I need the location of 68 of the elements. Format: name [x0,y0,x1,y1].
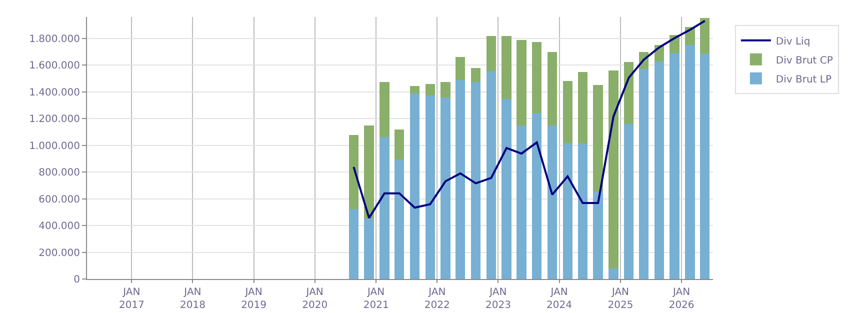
bar [608,70,618,269]
bar [456,56,466,80]
bar [456,80,466,279]
bar [593,192,603,279]
bar [516,40,526,126]
bar [624,124,634,279]
bar [547,52,558,126]
bar [364,218,374,279]
x-tick-label: JAN 2021 [363,287,389,311]
bar [624,62,634,124]
y-tick-label: 1.400.000 [29,87,80,98]
y-tick-label: 1.800.000 [29,34,80,45]
bar [486,70,496,279]
x-tick-label: JAN 2018 [180,287,206,311]
x-tick-label: JAN 2025 [608,287,634,311]
bar [700,18,710,54]
bar [470,82,481,279]
bar [532,42,542,114]
y-tick-label: 1.000.000 [29,140,80,152]
y-tick-label: 400.000 [38,221,80,232]
bar [532,113,542,279]
x-tick-label: JAN 2023 [485,287,511,311]
bar [700,54,710,279]
bar [440,98,450,279]
y-tick-label: 800.000 [38,168,80,179]
x-tick-label: JAN 2019 [241,287,267,311]
bar [685,44,695,279]
bar [578,144,588,279]
bar [486,36,496,71]
bar [440,82,450,98]
bar [578,72,588,144]
bar [638,69,649,279]
bar [562,143,572,279]
legend-label: Div Brut LP [776,74,832,86]
x-tick-label: JAN 2022 [424,287,450,311]
line-series [352,20,706,219]
bar [394,130,404,160]
bar [670,52,680,279]
bar [608,268,618,279]
x-tick-label: JAN 2026 [668,287,694,311]
y-tick-label: 1.200.000 [29,114,80,126]
bar [593,84,603,192]
y-tick-label: 1.600.000 [29,60,80,72]
bar [502,98,512,279]
bar [470,68,481,82]
bar [380,82,390,137]
bar [562,80,572,144]
bar [502,36,512,99]
bar [380,136,390,279]
bar [410,94,420,279]
bar [516,126,526,279]
y-tick-label: 200.000 [38,248,80,259]
bar [547,126,558,279]
y-tick-label: 0 [74,274,80,286]
y-tick-label: 600.000 [38,194,80,206]
x-tick-label: JAN 2024 [546,287,572,311]
bar [410,86,420,94]
x-tick-label: JAN 2020 [302,287,328,311]
bar [394,160,404,279]
bar [348,134,359,209]
bar [654,62,664,279]
bar [425,84,435,96]
bar [425,96,435,279]
legend-label: Div Brut CP [776,55,833,66]
x-tick-label: JAN 2017 [118,287,144,311]
bar [348,208,359,279]
bar [364,126,374,219]
legend-label: Div Liq [776,36,810,48]
